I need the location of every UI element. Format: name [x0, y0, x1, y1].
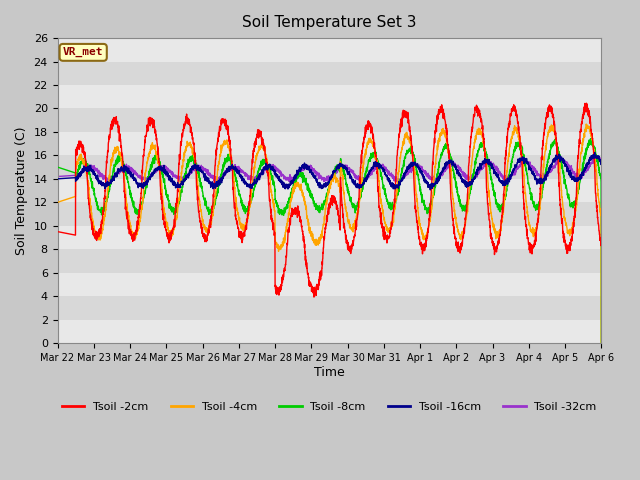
- Bar: [58, 249, 601, 273]
- Bar: [58, 296, 601, 320]
- Bar: [58, 156, 601, 179]
- Bar: [58, 202, 601, 226]
- Bar: [58, 132, 601, 156]
- Bar: [58, 85, 601, 108]
- Title: Soil Temperature Set 3: Soil Temperature Set 3: [242, 15, 417, 30]
- Y-axis label: Soil Temperature (C): Soil Temperature (C): [15, 126, 28, 255]
- X-axis label: Time: Time: [314, 365, 345, 379]
- Bar: [58, 273, 601, 296]
- Legend: Tsoil -2cm, Tsoil -4cm, Tsoil -8cm, Tsoil -16cm, Tsoil -32cm: Tsoil -2cm, Tsoil -4cm, Tsoil -8cm, Tsoi…: [58, 397, 601, 416]
- Text: VR_met: VR_met: [63, 47, 104, 58]
- Bar: [58, 38, 601, 61]
- Bar: [58, 226, 601, 249]
- Bar: [58, 61, 601, 85]
- Bar: [58, 108, 601, 132]
- Bar: [58, 320, 601, 343]
- Bar: [58, 179, 601, 202]
